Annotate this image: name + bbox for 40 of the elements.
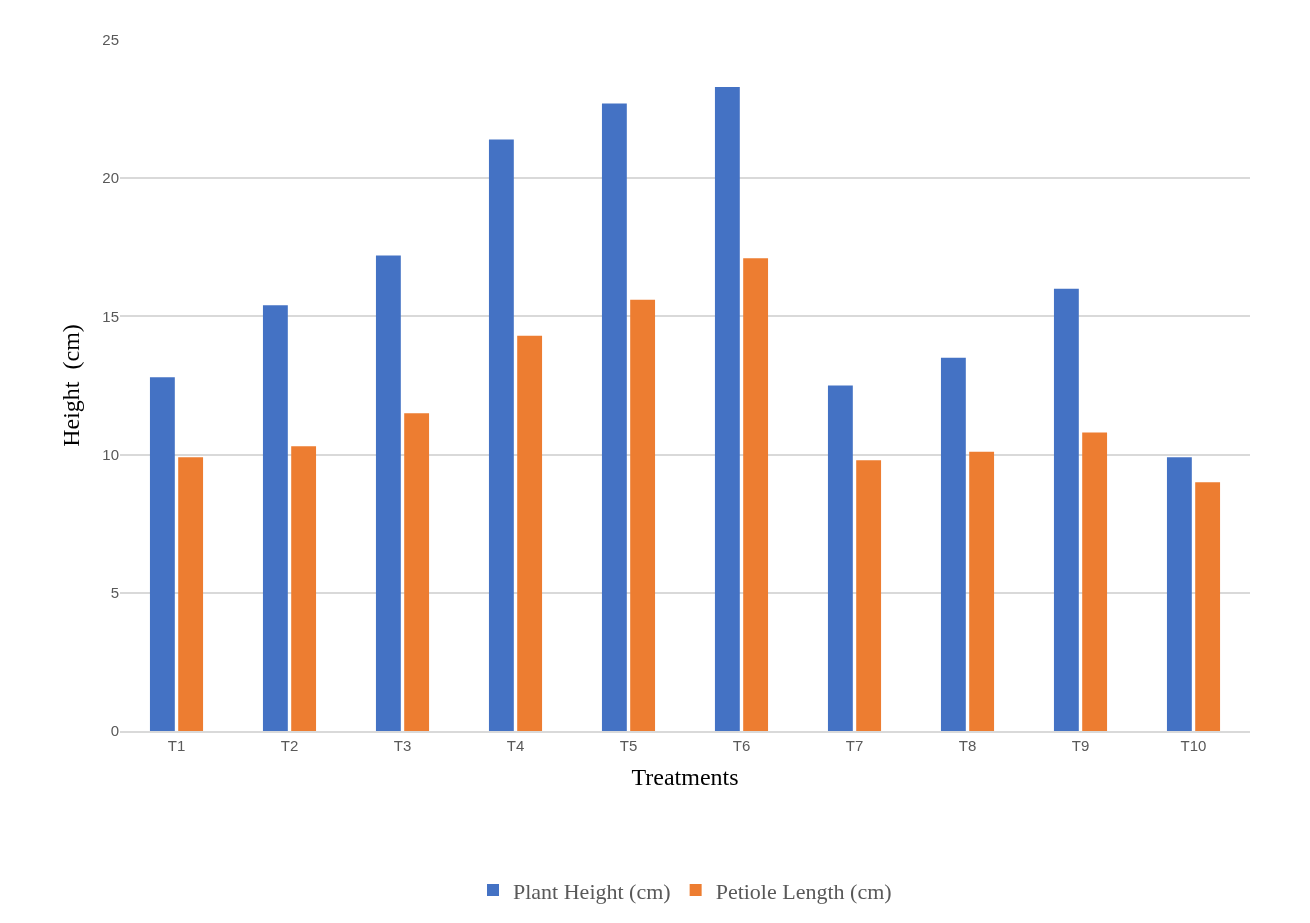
y-axis-title: Height (cm)	[58, 324, 85, 447]
bar	[488, 139, 514, 731]
x-tick-label: T3	[393, 737, 412, 754]
bar	[517, 335, 543, 731]
y-tick-label: 5	[110, 584, 119, 602]
x-tick-label: T7	[845, 737, 864, 754]
y-tick-label: 20	[102, 169, 119, 187]
bar	[969, 451, 995, 731]
bar	[743, 258, 769, 731]
bar	[856, 460, 882, 731]
x-tick-label: T4	[506, 737, 525, 754]
bar	[940, 357, 966, 731]
bar	[827, 385, 853, 731]
x-tick-label: T5	[619, 737, 638, 754]
bar	[1166, 457, 1192, 731]
y-tick-label: 15	[102, 307, 119, 325]
bar	[714, 86, 740, 731]
bar	[601, 103, 627, 731]
x-tick-label: T2	[280, 737, 299, 754]
x-tick-label: T10	[1180, 737, 1207, 754]
bar	[1195, 482, 1221, 731]
y-tick-label: 10	[102, 445, 119, 463]
x-tick-label: T6	[732, 737, 751, 754]
bar	[1053, 288, 1079, 731]
x-axis-title: Treatments	[631, 763, 739, 790]
bar	[630, 299, 656, 731]
y-tick-label: 25	[102, 31, 119, 49]
bar	[404, 413, 430, 731]
bar	[1082, 432, 1108, 731]
legend-label: Petiole Length (cm)	[715, 878, 892, 904]
bar	[375, 255, 401, 731]
x-tick-label: T9	[1071, 737, 1090, 754]
bar	[262, 305, 288, 731]
legend-label: Plant Height (cm)	[513, 878, 671, 904]
bar	[291, 446, 317, 731]
bar	[178, 457, 204, 731]
bar	[149, 377, 175, 731]
x-tick-label: T1	[167, 737, 186, 754]
y-tick-label: 0	[110, 722, 119, 740]
x-tick-label: T8	[958, 737, 977, 754]
